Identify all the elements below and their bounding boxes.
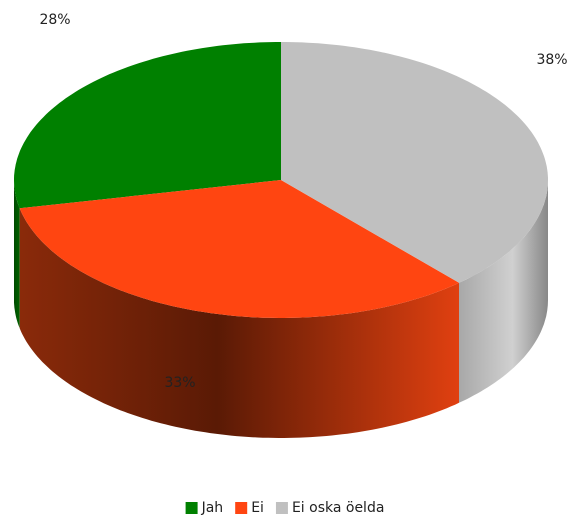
data-label: 33% bbox=[164, 375, 195, 391]
legend: Jah Ei Ei oska öelda bbox=[185, 500, 384, 516]
slice bbox=[281, 42, 548, 283]
slice bbox=[14, 42, 281, 209]
slice-side bbox=[19, 208, 459, 438]
slice bbox=[19, 180, 459, 318]
legend-swatch bbox=[185, 502, 198, 514]
data-label: 28% bbox=[39, 12, 70, 28]
slice-side bbox=[14, 180, 20, 329]
legend-label: Ei bbox=[251, 500, 264, 516]
legend-label: Jah bbox=[201, 500, 224, 516]
legend-swatch bbox=[235, 502, 248, 514]
slice-side bbox=[459, 180, 548, 403]
legend-label: Ei oska öelda bbox=[292, 500, 384, 516]
legend-swatch bbox=[275, 502, 288, 514]
data-label: 38% bbox=[536, 52, 567, 68]
